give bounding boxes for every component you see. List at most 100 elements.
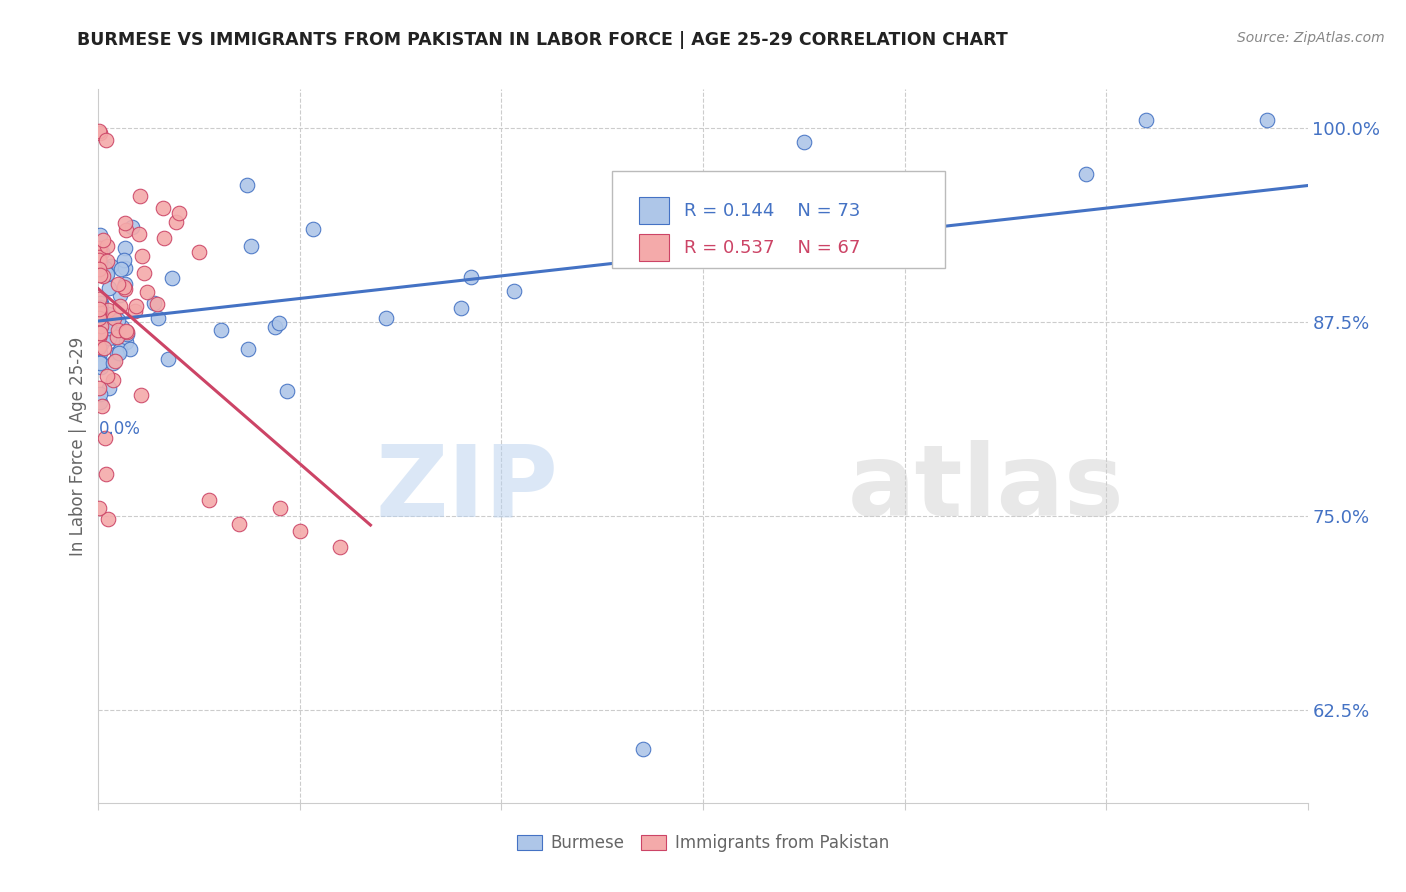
Point	[631, 741, 654, 756]
Point	[107, 312, 129, 326]
Point	[108, 288, 131, 302]
Point	[115, 325, 138, 339]
Point	[97, 281, 120, 295]
Point	[96, 133, 118, 147]
Point	[111, 320, 134, 334]
Point	[89, 126, 111, 140]
Point	[152, 202, 174, 216]
Point	[89, 124, 111, 138]
Point	[717, 248, 740, 262]
Point	[121, 220, 143, 235]
Point	[112, 280, 135, 294]
Point	[89, 252, 111, 266]
Point	[100, 259, 122, 273]
Point	[89, 243, 111, 257]
Point	[165, 215, 187, 229]
Point	[276, 384, 298, 398]
Point	[97, 303, 120, 318]
Point	[114, 261, 136, 276]
Point	[89, 304, 111, 318]
Bar	[638, 234, 669, 261]
Point	[160, 270, 183, 285]
Point	[107, 277, 129, 292]
Point	[145, 297, 167, 311]
Point	[96, 368, 118, 383]
Point	[89, 266, 111, 280]
Point	[89, 326, 111, 341]
Point	[89, 241, 111, 255]
Point	[105, 330, 128, 344]
Point	[264, 320, 287, 334]
Point	[148, 310, 170, 325]
Point	[96, 253, 118, 268]
Point	[89, 268, 111, 282]
Point	[94, 267, 117, 281]
Point	[128, 189, 150, 203]
Point	[98, 321, 121, 335]
Point	[97, 330, 120, 344]
Point	[105, 346, 128, 360]
Point	[198, 493, 221, 508]
Point	[96, 267, 118, 281]
Point	[89, 326, 111, 341]
Point	[91, 233, 114, 247]
Point	[89, 302, 111, 317]
Point	[239, 239, 262, 253]
Point	[118, 342, 141, 356]
Point	[125, 299, 148, 313]
Point	[209, 323, 232, 337]
Text: Source: ZipAtlas.com: Source: ZipAtlas.com	[1237, 31, 1385, 45]
Point	[135, 285, 157, 299]
Point	[98, 318, 121, 333]
Point	[90, 245, 112, 260]
Point	[91, 399, 114, 413]
Point	[96, 238, 118, 252]
Point	[503, 284, 526, 298]
Point	[89, 355, 111, 369]
Point	[329, 540, 352, 554]
Point	[236, 343, 259, 357]
Point	[89, 244, 111, 258]
Point	[1135, 113, 1157, 128]
Point	[188, 245, 211, 260]
Point	[89, 330, 111, 344]
Point	[101, 373, 124, 387]
Point	[114, 277, 136, 292]
Point	[124, 304, 146, 318]
Point	[793, 135, 815, 149]
Point	[90, 337, 112, 351]
Point	[89, 252, 111, 267]
Text: R = 0.537    N = 67: R = 0.537 N = 67	[683, 239, 860, 257]
Point	[89, 395, 111, 409]
Point	[90, 303, 112, 318]
Point	[117, 327, 139, 342]
Point	[143, 296, 166, 310]
Point	[98, 380, 121, 394]
Point	[89, 256, 111, 270]
Point	[89, 295, 111, 310]
Point	[112, 252, 135, 267]
FancyBboxPatch shape	[613, 171, 945, 268]
Point	[89, 386, 111, 401]
Point	[94, 431, 117, 445]
Point	[89, 340, 111, 354]
Point	[97, 307, 120, 321]
Point	[89, 316, 111, 330]
Point	[90, 295, 112, 310]
Point	[89, 501, 111, 516]
Point	[89, 262, 111, 277]
Point	[89, 250, 111, 264]
Point	[1256, 113, 1278, 128]
Text: ZIP: ZIP	[375, 441, 558, 537]
Point	[89, 321, 111, 335]
Point	[228, 516, 250, 531]
Point	[460, 269, 482, 284]
Point	[128, 227, 150, 241]
Point	[115, 324, 138, 338]
Point	[132, 266, 155, 280]
Point	[131, 249, 153, 263]
Point	[115, 334, 138, 349]
Point	[91, 268, 114, 283]
Point	[167, 206, 190, 220]
Bar	[638, 197, 669, 224]
